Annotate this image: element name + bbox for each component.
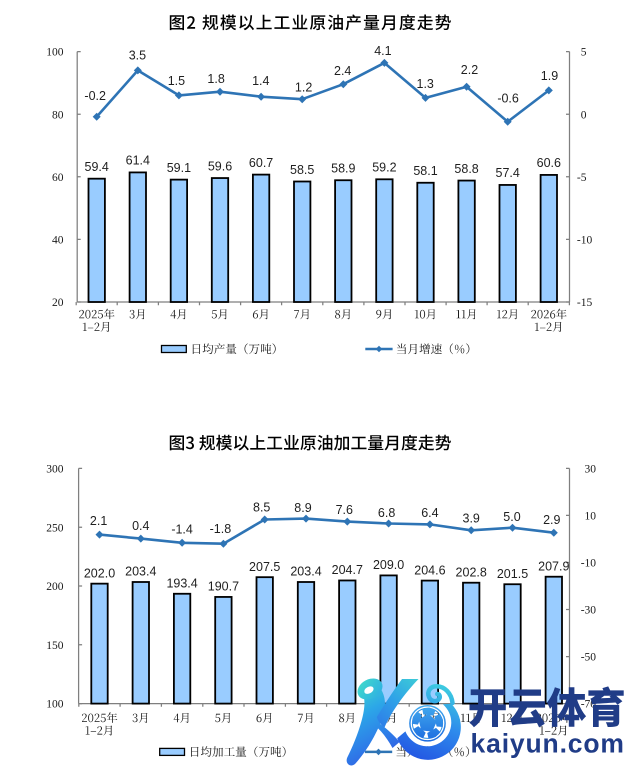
svg-text:2.2: 2.2	[461, 63, 478, 77]
svg-text:-30: -30	[581, 605, 597, 617]
svg-text:204.7: 204.7	[332, 563, 363, 577]
svg-text:20: 20	[52, 297, 64, 309]
svg-text:5.0: 5.0	[503, 510, 520, 524]
svg-text:6.8: 6.8	[378, 506, 395, 520]
svg-text:2.9: 2.9	[543, 513, 560, 527]
svg-text:5: 5	[581, 47, 587, 59]
svg-text:190.7: 190.7	[208, 580, 239, 594]
svg-text:58.1: 58.1	[413, 164, 437, 178]
svg-text:202.8: 202.8	[456, 565, 487, 579]
svg-text:-1.4: -1.4	[171, 523, 193, 537]
svg-text:1.5: 1.5	[168, 74, 185, 88]
svg-text:61.4: 61.4	[126, 154, 150, 168]
svg-text:2.4: 2.4	[334, 64, 351, 78]
svg-text:207.9: 207.9	[538, 559, 569, 573]
svg-text:203.4: 203.4	[125, 565, 156, 579]
svg-text:3.5: 3.5	[129, 49, 146, 63]
svg-text:6.4: 6.4	[421, 506, 438, 520]
svg-text:250: 250	[46, 522, 64, 534]
svg-text:10: 10	[585, 511, 597, 523]
svg-text:150: 150	[46, 640, 64, 652]
svg-text:58.5: 58.5	[290, 163, 314, 177]
svg-text:58.8: 58.8	[454, 162, 478, 176]
svg-text:59.6: 59.6	[208, 159, 232, 173]
svg-text:59.2: 59.2	[372, 161, 396, 175]
svg-text:0: 0	[581, 109, 587, 121]
svg-text:8.5: 8.5	[253, 501, 270, 515]
svg-text:203.4: 203.4	[290, 565, 321, 579]
svg-text:60.6: 60.6	[537, 156, 561, 170]
svg-text:-0.2: -0.2	[84, 89, 106, 103]
svg-text:-1.8: -1.8	[210, 522, 232, 536]
svg-text:8.9: 8.9	[294, 501, 311, 515]
svg-text:-15: -15	[577, 297, 593, 309]
svg-text:2.1: 2.1	[90, 514, 107, 528]
svg-text:30: 30	[585, 464, 597, 476]
svg-text:1.2: 1.2	[295, 80, 312, 94]
svg-text:-5: -5	[577, 172, 587, 184]
svg-text:-10: -10	[581, 558, 597, 570]
svg-text:80: 80	[52, 109, 64, 121]
svg-text:-0.6: -0.6	[497, 91, 519, 105]
svg-text:-10: -10	[577, 235, 593, 247]
svg-text:202.0: 202.0	[84, 566, 115, 580]
svg-text:204.6: 204.6	[414, 563, 445, 577]
svg-text:60: 60	[52, 172, 64, 184]
svg-text:-50: -50	[581, 652, 597, 664]
svg-text:59.4: 59.4	[85, 160, 109, 174]
svg-text:58.9: 58.9	[331, 162, 355, 176]
svg-text:1.8: 1.8	[207, 72, 224, 86]
svg-text:0.4: 0.4	[132, 519, 149, 533]
svg-text:kaiyun.com: kaiyun.com	[471, 729, 625, 759]
svg-text:193.4: 193.4	[166, 577, 197, 591]
svg-text:100: 100	[46, 47, 64, 59]
svg-text:207.5: 207.5	[249, 560, 280, 574]
svg-text:209.0: 209.0	[373, 558, 404, 572]
svg-text:100: 100	[46, 699, 64, 711]
svg-text:300: 300	[46, 464, 64, 476]
svg-text:60.7: 60.7	[249, 156, 273, 170]
svg-text:57.4: 57.4	[496, 166, 520, 180]
svg-text:3.9: 3.9	[463, 511, 480, 525]
svg-text:7.6: 7.6	[336, 503, 353, 517]
svg-text:4.1: 4.1	[374, 44, 391, 58]
svg-text:201.5: 201.5	[497, 567, 528, 581]
svg-text:40: 40	[52, 235, 64, 247]
svg-text:59.1: 59.1	[167, 161, 191, 175]
svg-text:1.4: 1.4	[252, 74, 269, 88]
svg-text:200: 200	[46, 581, 64, 593]
svg-text:1.3: 1.3	[417, 77, 434, 91]
svg-text:1.9: 1.9	[541, 69, 558, 83]
